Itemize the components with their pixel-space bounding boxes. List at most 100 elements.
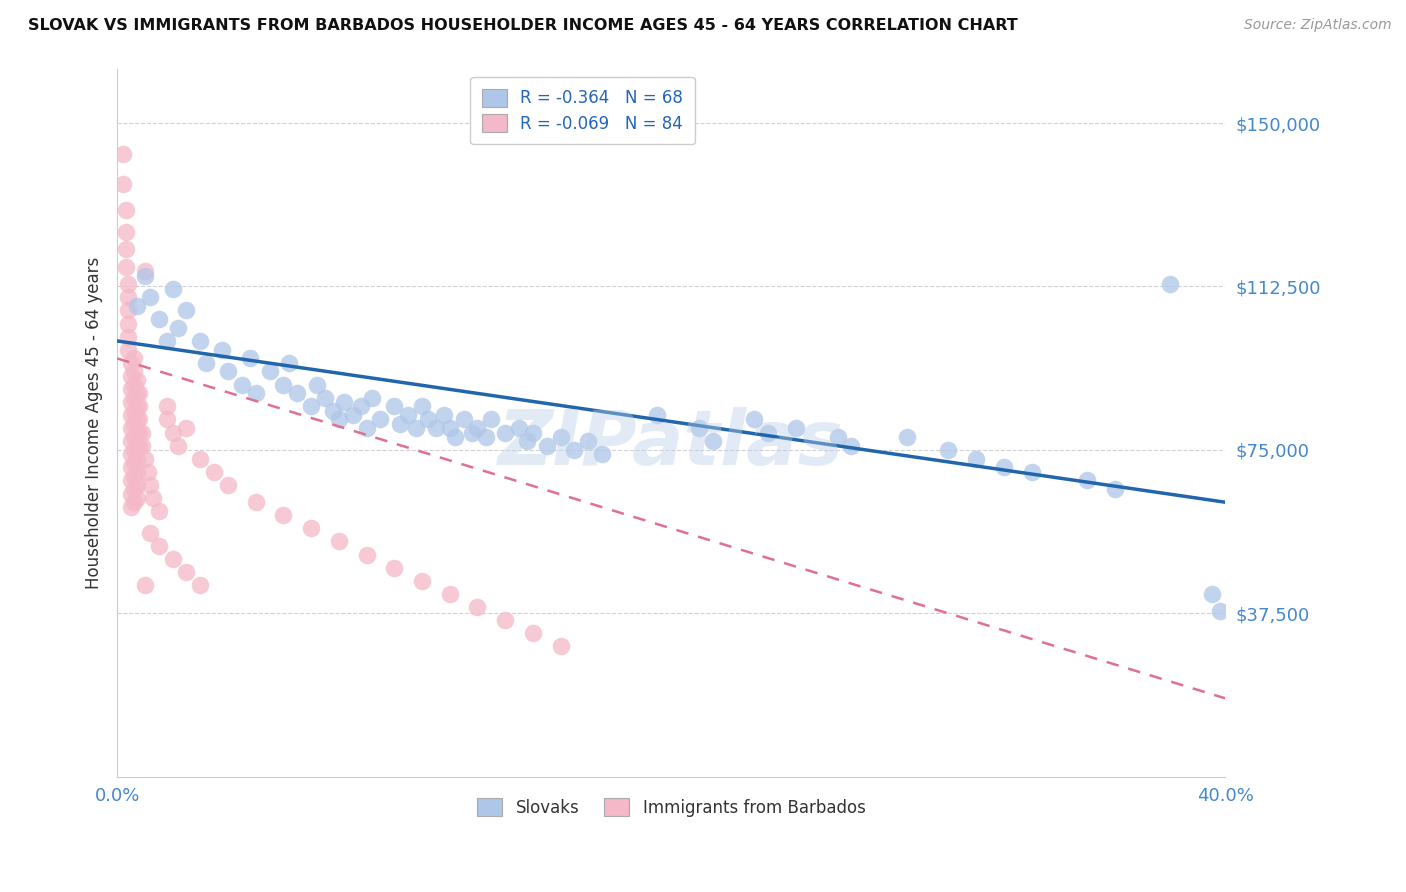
Point xyxy=(122,403,145,417)
Point xyxy=(314,391,336,405)
Point xyxy=(128,412,150,426)
Point xyxy=(356,548,378,562)
Point xyxy=(841,439,863,453)
Point xyxy=(125,373,148,387)
Point xyxy=(217,478,239,492)
Point xyxy=(122,482,145,496)
Point xyxy=(128,400,150,414)
Point xyxy=(522,626,544,640)
Point xyxy=(134,578,156,592)
Point xyxy=(120,421,142,435)
Point xyxy=(285,386,308,401)
Point xyxy=(122,377,145,392)
Point xyxy=(1104,482,1126,496)
Point xyxy=(125,299,148,313)
Point xyxy=(114,260,136,274)
Point xyxy=(382,400,405,414)
Point xyxy=(120,408,142,422)
Point xyxy=(405,421,427,435)
Point xyxy=(1209,604,1232,618)
Point xyxy=(120,460,142,475)
Point xyxy=(1076,474,1098,488)
Point xyxy=(139,290,162,304)
Point xyxy=(702,434,724,449)
Point xyxy=(117,290,139,304)
Point xyxy=(148,312,170,326)
Text: Source: ZipAtlas.com: Source: ZipAtlas.com xyxy=(1244,18,1392,32)
Point xyxy=(993,460,1015,475)
Point xyxy=(134,268,156,283)
Point xyxy=(467,599,489,614)
Point xyxy=(120,500,142,514)
Point xyxy=(744,412,766,426)
Point xyxy=(125,400,148,414)
Point xyxy=(361,391,384,405)
Point xyxy=(382,560,405,574)
Point xyxy=(328,534,350,549)
Point xyxy=(142,491,165,505)
Point xyxy=(120,368,142,383)
Point xyxy=(342,408,364,422)
Point xyxy=(461,425,484,440)
Point xyxy=(411,574,433,588)
Point xyxy=(176,303,198,318)
Point xyxy=(111,146,134,161)
Point xyxy=(167,439,190,453)
Point xyxy=(508,421,530,435)
Point xyxy=(550,639,572,653)
Point xyxy=(827,430,849,444)
Point xyxy=(120,486,142,500)
Point xyxy=(125,425,148,440)
Point xyxy=(134,264,156,278)
Point xyxy=(120,382,142,396)
Point xyxy=(273,377,295,392)
Point xyxy=(148,504,170,518)
Point xyxy=(125,412,148,426)
Point xyxy=(239,351,262,366)
Point xyxy=(162,425,184,440)
Point xyxy=(388,417,411,431)
Point xyxy=(259,364,281,378)
Point xyxy=(125,451,148,466)
Point xyxy=(522,425,544,440)
Point xyxy=(139,525,162,540)
Point xyxy=(453,412,475,426)
Point xyxy=(273,508,295,523)
Point xyxy=(120,447,142,461)
Point xyxy=(122,417,145,431)
Point xyxy=(516,434,538,449)
Point xyxy=(647,408,669,422)
Point xyxy=(938,442,960,457)
Point xyxy=(370,412,392,426)
Point xyxy=(550,430,572,444)
Point xyxy=(231,377,253,392)
Point xyxy=(188,451,211,466)
Point xyxy=(117,343,139,357)
Text: SLOVAK VS IMMIGRANTS FROM BARBADOS HOUSEHOLDER INCOME AGES 45 - 64 YEARS CORRELA: SLOVAK VS IMMIGRANTS FROM BARBADOS HOUSE… xyxy=(28,18,1018,33)
Point xyxy=(188,334,211,348)
Point xyxy=(122,469,145,483)
Point xyxy=(211,343,233,357)
Point xyxy=(162,282,184,296)
Point xyxy=(122,456,145,470)
Point xyxy=(120,474,142,488)
Point xyxy=(396,408,419,422)
Legend: Slovaks, Immigrants from Barbados: Slovaks, Immigrants from Barbados xyxy=(468,790,873,825)
Point xyxy=(156,400,179,414)
Point xyxy=(114,203,136,218)
Point xyxy=(322,403,344,417)
Point xyxy=(965,451,987,466)
Point xyxy=(128,386,150,401)
Point xyxy=(1159,277,1181,292)
Point xyxy=(439,421,461,435)
Point xyxy=(536,439,558,453)
Point xyxy=(122,430,145,444)
Point xyxy=(356,421,378,435)
Point xyxy=(156,412,179,426)
Point xyxy=(245,386,267,401)
Point xyxy=(896,430,918,444)
Point xyxy=(125,439,148,453)
Point xyxy=(117,303,139,318)
Point xyxy=(125,478,148,492)
Point xyxy=(564,442,586,457)
